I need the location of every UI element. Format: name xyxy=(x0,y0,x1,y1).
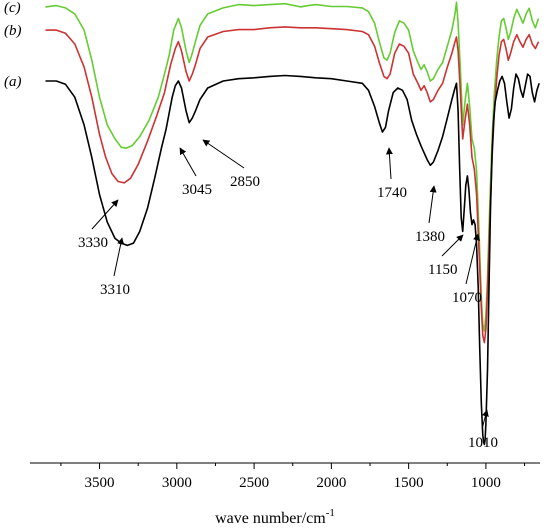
annotation-arrow-3045 xyxy=(179,147,197,177)
annotation-arrow-1010 xyxy=(481,409,489,430)
x-tick-label: 1000 xyxy=(471,475,501,491)
series-line-b xyxy=(45,26,540,344)
annotation-arrow-3330 xyxy=(91,199,119,230)
x-axis-label-superscript: -1 xyxy=(326,507,335,519)
series-label-a: (a) xyxy=(4,74,22,90)
annotation-arrow-1150 xyxy=(441,234,464,257)
x-tick-label: 2000 xyxy=(316,475,346,491)
x-tick-label: 3000 xyxy=(162,475,192,491)
annotation-label-1380: 1380 xyxy=(415,229,445,245)
annotation-label-3330: 3330 xyxy=(78,235,108,251)
x-tick-label: 2500 xyxy=(239,475,269,491)
annotation-label-2850: 2850 xyxy=(230,174,260,190)
series-layer: (c) (b) (a) xyxy=(4,0,540,446)
annotation-label-1150: 1150 xyxy=(428,262,457,278)
series-line-c xyxy=(45,1,540,332)
x-axis: 3500 3000 2500 2000 1500 1000 xyxy=(30,462,540,491)
annotation-arrow-1740 xyxy=(385,147,393,180)
x-tick-label: 1500 xyxy=(394,475,424,491)
annotation-arrow-2850 xyxy=(202,139,245,169)
annotation-label-1010: 1010 xyxy=(468,435,498,451)
annotation-arrow-1380 xyxy=(428,185,437,224)
annotation-label-3045: 3045 xyxy=(182,182,212,198)
annotation-label-1740: 1740 xyxy=(377,185,407,201)
annotation-label-1070: 1070 xyxy=(452,290,482,306)
annotation-label-3310: 3310 xyxy=(100,282,130,298)
annotations: 3330 3310 3045 2850 1740 1380 1150 1070 1010 xyxy=(78,139,498,451)
annotation-arrow-3310 xyxy=(113,237,125,277)
x-axis-label: wave number/cm-1 xyxy=(215,507,335,527)
x-tick-label: 3500 xyxy=(85,475,115,491)
annotation-arrow-1070 xyxy=(465,233,480,285)
series-label-c: (c) xyxy=(4,0,21,16)
series-label-b: (b) xyxy=(4,23,22,39)
series-line-a xyxy=(45,73,540,446)
